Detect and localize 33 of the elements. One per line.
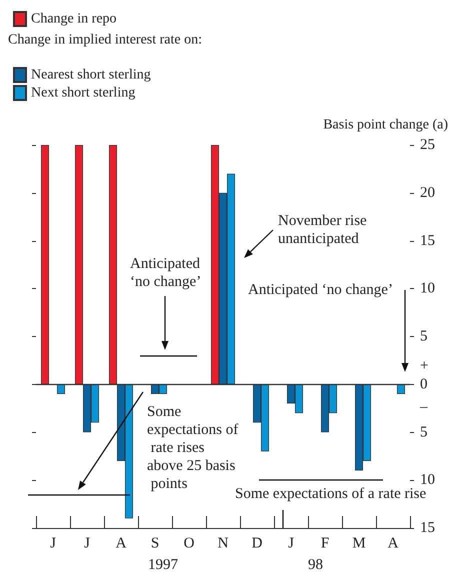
text: – — [419, 399, 428, 415]
y-axis-title: Basis point change (a) — [323, 118, 448, 132]
y-tick-label: 20 — [420, 184, 435, 201]
y-tick-label: 10 — [420, 472, 435, 488]
legend-label: Next short sterling — [31, 86, 136, 100]
annotation: Anticipated ‘no change’ — [130, 256, 204, 290]
y-tick-label: 10 — [420, 280, 435, 297]
x-tick-label: S — [150, 536, 160, 552]
y-tick-label: 5 — [420, 328, 428, 344]
y-tick-label: 0 — [420, 376, 428, 392]
y-tick-label: 25 — [420, 137, 435, 153]
legend-label: Change in repo — [31, 12, 117, 26]
annotation: Some expectations of a rate rise — [235, 486, 427, 502]
x-tick-label: A — [116, 536, 127, 552]
x-tick-label: M — [352, 536, 366, 552]
x-tick-label: J — [288, 536, 294, 552]
legend-title: Change in implied interest rate on: — [8, 32, 202, 48]
annotation: Anticipated ‘no change’ — [248, 282, 393, 298]
legend-label: Nearest short sterling — [31, 68, 151, 82]
y-tick-label: 15 — [420, 232, 435, 249]
y-tick-label: 5 — [420, 424, 428, 440]
x-tick-label: N — [218, 536, 229, 552]
y-tick-label: 15 — [420, 520, 435, 536]
x-tick-label: D — [252, 536, 263, 552]
text: 98 — [308, 557, 323, 572]
x-tick-label: F — [320, 536, 330, 552]
x-tick-label: O — [184, 536, 195, 552]
x-tick-label: A — [388, 536, 399, 552]
annotation: November rise unanticipated — [278, 213, 370, 247]
x-tick-label: J — [84, 536, 90, 552]
text: + — [420, 358, 428, 374]
text: 1997 — [148, 557, 178, 572]
x-tick-label: J — [50, 536, 56, 552]
